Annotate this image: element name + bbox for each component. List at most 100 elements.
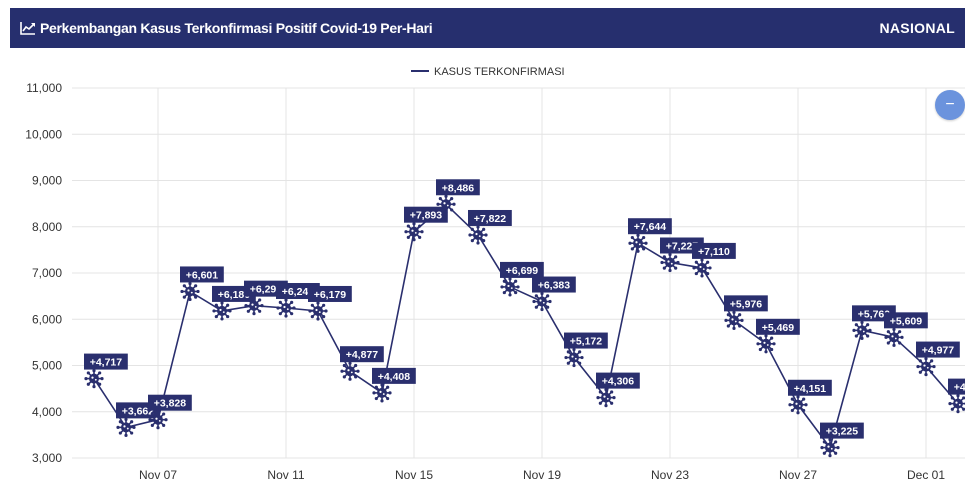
virus-icon[interactable] [244, 296, 264, 316]
y-tick-label: 5,000 [32, 359, 62, 373]
data-label-box [564, 332, 608, 349]
virus-icon[interactable] [596, 387, 616, 408]
y-tick-label: 3,000 [32, 451, 62, 465]
data-label-box [308, 285, 352, 302]
data-label-box [788, 379, 832, 396]
series-line [93, 203, 959, 450]
y-tick-label: 10,000 [25, 127, 62, 141]
data-label-box [756, 318, 800, 335]
virus-icon[interactable] [276, 298, 296, 318]
virus-icon[interactable] [692, 258, 712, 278]
data-label-box [628, 218, 672, 235]
data-label-box [468, 209, 512, 226]
virus-icon[interactable] [948, 394, 965, 414]
data-label-box [884, 312, 928, 329]
data-label-box [692, 242, 736, 259]
data-label: +7,110 [698, 246, 730, 258]
header-title-group: Perkembangan Kasus Terkonfirmasi Positif… [20, 8, 433, 48]
data-label: +3,662 [122, 405, 155, 417]
data-label: +7,644 [634, 221, 667, 233]
virus-icon[interactable] [436, 194, 456, 214]
data-label: +3,225 [826, 426, 859, 438]
data-label: +5,469 [762, 322, 795, 334]
x-tick-label: Nov 23 [651, 468, 689, 482]
virus-icon[interactable] [500, 277, 520, 297]
virus-icon[interactable] [308, 301, 328, 321]
data-label: +4,306 [602, 376, 635, 388]
virus-icon[interactable] [372, 383, 392, 403]
data-label-box [340, 346, 384, 363]
data-label: +4,408 [378, 371, 411, 383]
virus-icon[interactable] [724, 310, 744, 330]
data-label: +5,609 [890, 315, 923, 327]
chart-header: Perkembangan Kasus Terkonfirmasi Positif… [10, 8, 965, 48]
data-label: +6,179 [314, 289, 347, 301]
data-label-box [724, 295, 768, 312]
y-tick-label: 7,000 [32, 266, 62, 280]
virus-icon[interactable] [820, 437, 840, 458]
x-tick-label: Dec 01 [907, 468, 945, 482]
y-tick-label: 8,000 [32, 220, 62, 234]
y-tick-label: 9,000 [32, 174, 62, 188]
virus-icon[interactable] [404, 222, 424, 242]
data-label: +4,717 [90, 357, 123, 369]
data-label-box [500, 261, 544, 278]
data-label-box [180, 266, 224, 283]
data-label: +4,977 [922, 345, 955, 357]
virus-icon[interactable] [148, 410, 168, 430]
data-label: +6,699 [506, 265, 539, 277]
data-label: +8,486 [442, 182, 475, 194]
chart-legend[interactable]: KASUS TERKONFIRMASI [411, 66, 565, 78]
data-label-box [372, 367, 416, 384]
data-label-box [948, 378, 965, 395]
virus-icon[interactable] [660, 252, 680, 273]
region-label: NASIONAL [879, 20, 955, 36]
series-kasus-terkonfirmasi: +4,717 +3,662+3,828 +6,601 +6,180 +6,294 +6,2… [84, 179, 965, 458]
data-label-box [436, 179, 480, 196]
virus-icon[interactable] [180, 281, 200, 302]
data-label: +6,294 [250, 284, 283, 296]
virus-icon[interactable] [852, 320, 872, 340]
data-label-box [148, 394, 192, 411]
data-label: +7,893 [410, 210, 443, 222]
data-label-box [820, 422, 864, 439]
virus-icon[interactable] [628, 233, 648, 253]
data-label: +6,383 [538, 280, 571, 292]
y-axis: 3,000 4,000 5,000 6,000 7,000 8,000 9,000 10,00… [25, 81, 62, 465]
data-label-box [404, 206, 448, 223]
virus-icon[interactable] [756, 334, 776, 354]
data-label: +4,176 [954, 382, 965, 394]
data-label: +6,243 [282, 286, 315, 298]
x-tick-label: Nov 27 [779, 468, 817, 482]
x-axis: Nov 07 Nov 11 Nov 15 Nov 19 Nov 23 Nov 27 Dec … [139, 468, 945, 482]
x-tick-label: Nov 07 [139, 468, 177, 482]
data-label: +4,877 [346, 349, 379, 361]
legend-label: KASUS TERKONFIRMASI [434, 66, 565, 78]
virus-icon[interactable] [532, 291, 552, 312]
data-label: +5,760 [858, 308, 891, 320]
virus-icon[interactable] [212, 301, 232, 321]
virus-icon[interactable] [884, 327, 904, 347]
virus-icon[interactable] [340, 361, 360, 381]
data-label-box [916, 341, 960, 358]
data-label: +5,172 [570, 336, 603, 348]
virus-icon[interactable] [84, 368, 104, 389]
virus-icon[interactable] [116, 417, 136, 437]
data-label: +5,976 [730, 298, 763, 310]
data-label: +7,822 [474, 213, 507, 225]
y-tick-label: 11,000 [26, 81, 62, 95]
data-label-box [532, 276, 576, 293]
x-tick-label: Nov 15 [395, 468, 433, 482]
x-tick-label: Nov 11 [267, 468, 304, 482]
data-label-box [84, 353, 128, 370]
minus-icon: − [945, 96, 955, 113]
virus-icon[interactable] [564, 347, 584, 368]
data-label: +7,227 [666, 241, 699, 253]
zoom-out-button[interactable]: − [935, 90, 965, 120]
y-tick-label: 6,000 [32, 312, 62, 326]
virus-icon[interactable] [788, 395, 808, 415]
chart-title: Perkembangan Kasus Terkonfirmasi Positif… [40, 20, 433, 36]
virus-icon[interactable] [916, 356, 936, 377]
virus-icon[interactable] [468, 225, 488, 245]
